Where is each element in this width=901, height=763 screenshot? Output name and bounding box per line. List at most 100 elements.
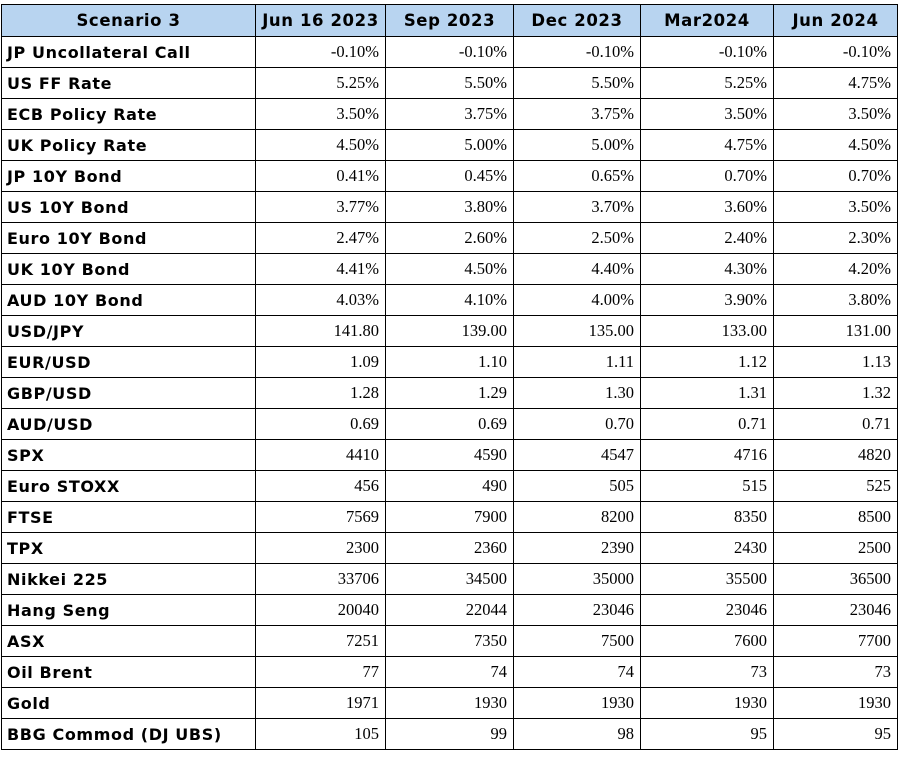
- cell-value: 0.65%: [513, 160, 641, 192]
- cell-value: 4.30%: [640, 253, 774, 285]
- cell-value: 4.40%: [513, 253, 641, 285]
- row-label: SPX: [1, 439, 256, 471]
- row-label: TPX: [1, 532, 256, 564]
- cell-value: 3.75%: [513, 98, 641, 130]
- cell-value: 4820: [773, 439, 898, 471]
- table-row: US FF Rate 5.25% 5.50% 5.50% 5.25% 4.75%: [1, 67, 898, 99]
- cell-value: 2.60%: [385, 222, 514, 254]
- cell-value: 3.77%: [255, 191, 386, 223]
- cell-value: 23046: [640, 594, 774, 626]
- cell-value: 7700: [773, 625, 898, 657]
- header-jun-2024: Jun 2024: [773, 4, 898, 37]
- cell-value: -0.10%: [773, 36, 898, 68]
- cell-value: 8200: [513, 501, 641, 533]
- cell-value: 1.31: [640, 377, 774, 409]
- cell-value: 8350: [640, 501, 774, 533]
- table-row: JP Uncollateral Call -0.10% -0.10% -0.10% -0…: [1, 36, 898, 68]
- row-label: FTSE: [1, 501, 256, 533]
- cell-value: 74: [385, 656, 514, 688]
- cell-value: 95: [640, 718, 774, 750]
- cell-value: 1.32: [773, 377, 898, 409]
- cell-value: 7500: [513, 625, 641, 657]
- cell-value: 1.09: [255, 346, 386, 378]
- cell-value: 7600: [640, 625, 774, 657]
- cell-value: 0.71: [640, 408, 774, 440]
- cell-value: 139.00: [385, 315, 514, 347]
- row-label: Euro STOXX: [1, 470, 256, 502]
- cell-value: 3.75%: [385, 98, 514, 130]
- cell-value: 2430: [640, 532, 774, 564]
- cell-value: 1.30: [513, 377, 641, 409]
- cell-value: 4.41%: [255, 253, 386, 285]
- table-row: Hang Seng 20040 22044 23046 23046 23046: [1, 594, 898, 626]
- row-label: BBG Commod (DJ UBS): [1, 718, 256, 750]
- table-row: Euro STOXX 456 490 505 515 525: [1, 470, 898, 502]
- cell-value: 23046: [773, 594, 898, 626]
- cell-value: 3.50%: [773, 191, 898, 223]
- scenario-table: Scenario 3 Jun 16 2023 Sep 2023 Dec 2023…: [1, 4, 898, 750]
- header-row: Scenario 3 Jun 16 2023 Sep 2023 Dec 2023…: [1, 4, 898, 37]
- cell-value: 5.25%: [640, 67, 774, 99]
- row-label: UK 10Y Bond: [1, 253, 256, 285]
- cell-value: 4.03%: [255, 284, 386, 316]
- cell-value: 0.71: [773, 408, 898, 440]
- cell-value: 4.50%: [773, 129, 898, 161]
- cell-value: 2300: [255, 532, 386, 564]
- cell-value: 20040: [255, 594, 386, 626]
- table-row: Euro 10Y Bond 2.47% 2.60% 2.50% 2.40% 2.30%: [1, 222, 898, 254]
- header-mar-2024: Mar2024: [640, 4, 774, 37]
- cell-value: 1.28: [255, 377, 386, 409]
- cell-value: 3.60%: [640, 191, 774, 223]
- row-label: UK Policy Rate: [1, 129, 256, 161]
- row-label: AUD/USD: [1, 408, 256, 440]
- header-sep-2023: Sep 2023: [385, 4, 514, 37]
- cell-value: 1.10: [385, 346, 514, 378]
- scenario-table-wrapper: Scenario 3 Jun 16 2023 Sep 2023 Dec 2023…: [1, 4, 898, 750]
- cell-value: 3.90%: [640, 284, 774, 316]
- cell-value: 135.00: [513, 315, 641, 347]
- cell-value: 490: [385, 470, 514, 502]
- table-row: Nikkei 225 33706 34500 35000 35500 36500: [1, 563, 898, 595]
- cell-value: 2360: [385, 532, 514, 564]
- cell-value: 131.00: [773, 315, 898, 347]
- cell-value: 4.10%: [385, 284, 514, 316]
- cell-value: -0.10%: [640, 36, 774, 68]
- cell-value: 3.70%: [513, 191, 641, 223]
- cell-value: 7350: [385, 625, 514, 657]
- row-label: Gold: [1, 687, 256, 719]
- cell-value: 3.50%: [255, 98, 386, 130]
- cell-value: 0.41%: [255, 160, 386, 192]
- cell-value: -0.10%: [255, 36, 386, 68]
- cell-value: 0.70: [513, 408, 641, 440]
- table-row: AUD 10Y Bond 4.03% 4.10% 4.00% 3.90% 3.80%: [1, 284, 898, 316]
- cell-value: 0.45%: [385, 160, 514, 192]
- cell-value: 1971: [255, 687, 386, 719]
- cell-value: 3.50%: [773, 98, 898, 130]
- row-label: Nikkei 225: [1, 563, 256, 595]
- cell-value: 73: [773, 656, 898, 688]
- cell-value: 77: [255, 656, 386, 688]
- cell-value: 105: [255, 718, 386, 750]
- cell-value: 4.50%: [255, 129, 386, 161]
- table-row: BBG Commod (DJ UBS) 105 99 98 95 95: [1, 718, 898, 750]
- table-row: ECB Policy Rate 3.50% 3.75% 3.75% 3.50% 3.50%: [1, 98, 898, 130]
- row-label: US FF Rate: [1, 67, 256, 99]
- cell-value: 35000: [513, 563, 641, 595]
- cell-value: 5.50%: [385, 67, 514, 99]
- row-label: ECB Policy Rate: [1, 98, 256, 130]
- cell-value: 2390: [513, 532, 641, 564]
- cell-value: 5.50%: [513, 67, 641, 99]
- table-row: TPX 2300 2360 2390 2430 2500: [1, 532, 898, 564]
- cell-value: 4410: [255, 439, 386, 471]
- cell-value: 1.13: [773, 346, 898, 378]
- table-row: GBP/USD 1.28 1.29 1.30 1.31 1.32: [1, 377, 898, 409]
- cell-value: 5.00%: [513, 129, 641, 161]
- row-label: JP Uncollateral Call: [1, 36, 256, 68]
- header-scenario: Scenario 3: [1, 4, 256, 37]
- row-label: Oil Brent: [1, 656, 256, 688]
- cell-value: 0.69: [385, 408, 514, 440]
- cell-value: 133.00: [640, 315, 774, 347]
- cell-value: 505: [513, 470, 641, 502]
- row-label: Euro 10Y Bond: [1, 222, 256, 254]
- cell-value: 4716: [640, 439, 774, 471]
